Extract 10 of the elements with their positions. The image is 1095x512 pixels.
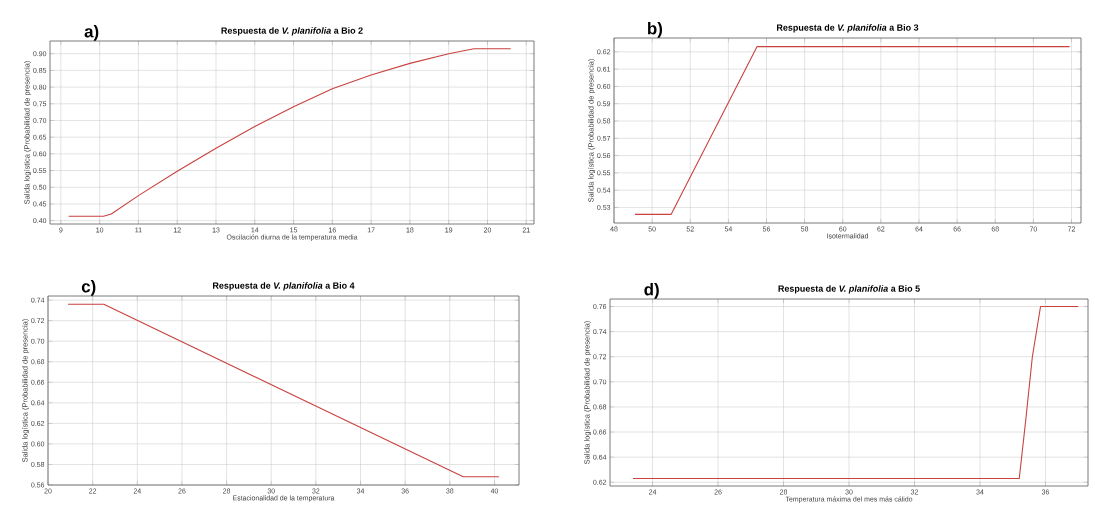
- line-series: [632, 305, 1079, 480]
- chart-title: Respuesta de V. planifolia a Bio 3: [777, 24, 919, 33]
- chart-title: Respuesta de V. planifolia a Bio 4: [213, 282, 355, 291]
- text: b): [648, 22, 663, 38]
- chart-title: Respuesta de V. planifolia a Bio 2: [221, 27, 363, 36]
- text: c): [81, 280, 96, 296]
- line-series: [68, 48, 512, 217]
- text: a): [84, 25, 99, 41]
- chart-title: Respuesta de V. planifolia a Bio 5: [778, 285, 920, 294]
- text: d): [644, 283, 659, 299]
